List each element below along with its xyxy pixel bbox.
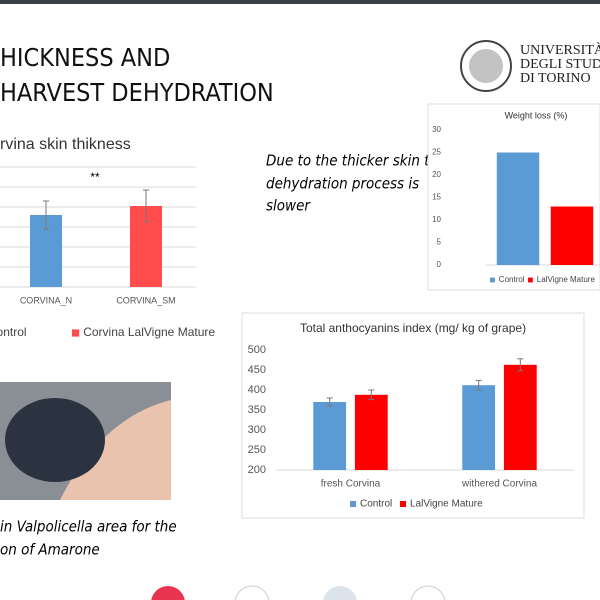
legend-label: Control [360, 499, 392, 510]
legend-label: LalVigne Mature [537, 275, 596, 284]
bar [496, 152, 540, 265]
logo-text: UNIVERSITÀ [520, 41, 600, 58]
legend-swatch [490, 277, 495, 283]
note: Due to the thicker skin the [266, 152, 446, 170]
legend-swatch [400, 501, 406, 507]
x-tick-label: withered Corvina [461, 479, 537, 490]
legend-swatch [350, 501, 356, 507]
bar [462, 385, 496, 470]
caption: in Valpolicella area for the [0, 518, 177, 536]
legend-label: na Control [0, 325, 27, 339]
chart-title: Weight loss (%) [505, 110, 568, 120]
top-bar [0, 0, 600, 4]
legend-swatch [528, 277, 533, 283]
photo [0, 382, 171, 500]
y-tick-label: 500 [248, 344, 266, 356]
y-tick-label: 450 [248, 364, 266, 376]
logo-text: DEGLI STUDI [520, 57, 600, 72]
y-tick-label: 0 [437, 260, 442, 269]
logo-text: DI TORINO [520, 71, 591, 86]
toolbar-button[interactable] [323, 586, 357, 600]
toolbar-button[interactable] [410, 585, 446, 600]
y-tick-label: 400 [248, 384, 266, 396]
y-tick-label: 25 [432, 148, 441, 157]
note: slower [266, 197, 311, 215]
logo: UNIVERSITÀ DEGLI STUDI DI TORINO [460, 40, 600, 92]
y-tick-label: 10 [432, 215, 441, 224]
slide-title: HARVEST DEHYDRATION [0, 78, 274, 107]
legend-label: LalVigne Mature [410, 499, 483, 510]
logo-seal [460, 40, 512, 92]
bar [313, 402, 347, 470]
annotation: ** [90, 170, 100, 184]
bar [354, 394, 388, 470]
legend-swatch [72, 329, 80, 337]
y-tick-label: 300 [248, 424, 266, 436]
caption: on of Amarone [0, 541, 100, 559]
hand [60, 400, 171, 500]
legend-label: Corvina LalVigne Mature [83, 325, 215, 339]
note: dehydration process is [266, 175, 419, 193]
y-tick-label: 20 [432, 170, 441, 179]
x-tick-label: CORVINA_N [20, 295, 72, 305]
toolbar [151, 585, 446, 600]
raisins [5, 398, 105, 482]
bar [503, 364, 537, 470]
y-tick-label: 200 [248, 464, 266, 476]
toolbar-button[interactable] [234, 585, 270, 600]
toolbar-button[interactable] [151, 586, 185, 600]
y-tick-label: 350 [248, 404, 266, 416]
bar [550, 206, 594, 265]
y-tick-label: 30 [432, 125, 441, 134]
chart-title: rvina skin thikness [0, 136, 131, 153]
y-tick-label: 15 [432, 193, 441, 202]
x-tick-label: fresh Corvina [321, 479, 381, 490]
legend-label: Control [499, 275, 525, 284]
y-tick-label: 250 [248, 444, 266, 456]
slide-title: HICKNESS AND [0, 43, 170, 72]
y-tick-label: 5 [437, 238, 442, 247]
logo-seal [469, 49, 503, 83]
x-tick-label: CORVINA_SM [116, 295, 175, 305]
chart-title: Total anthocyanins index (mg/ kg of grap… [300, 321, 526, 335]
